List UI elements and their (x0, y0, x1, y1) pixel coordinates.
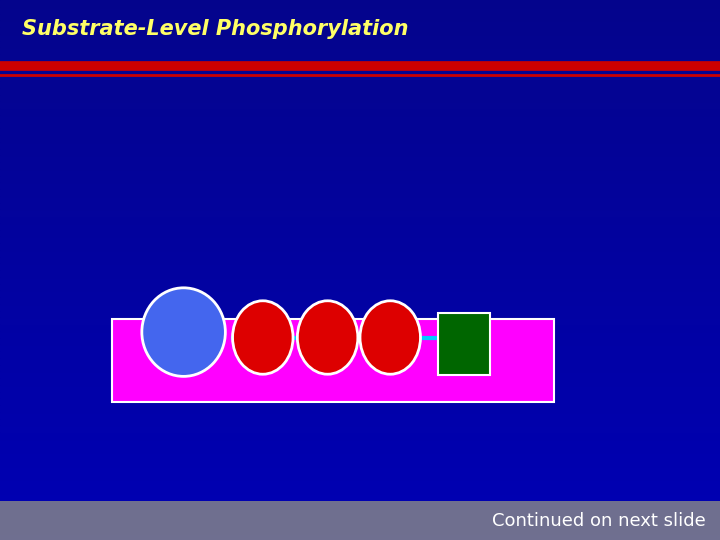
Bar (0, 486, 720, 492)
Bar (0, 183, 720, 189)
Bar (0, 270, 720, 276)
Bar (0, 453, 720, 459)
Bar (0, 500, 720, 507)
Bar (0, 216, 720, 222)
Bar (0, 513, 720, 519)
Bar (0, 40, 720, 47)
Bar (0, 338, 720, 345)
Bar (0, 317, 720, 324)
Text: Continued on next slide: Continued on next slide (492, 511, 706, 530)
Bar (0, 156, 720, 162)
Ellipse shape (360, 301, 420, 374)
Ellipse shape (297, 301, 358, 374)
Bar (0, 446, 720, 453)
Bar (0, 526, 720, 534)
Bar (0, 47, 720, 54)
Bar (0, 276, 720, 284)
Bar (0, 378, 720, 384)
Bar (0, 263, 720, 270)
Bar (0, 411, 720, 418)
Bar (0, 330, 720, 338)
Bar (0, 405, 720, 411)
Bar (0, 135, 720, 141)
Bar (0, 418, 720, 426)
Bar (0, 237, 720, 243)
Bar (0, 372, 720, 378)
Bar (0, 33, 720, 40)
Bar (0, 432, 720, 438)
Bar (0, 297, 720, 303)
Bar (0, 310, 720, 317)
Bar (0, 74, 720, 81)
Bar (0, 256, 720, 263)
Bar (438, 313, 490, 375)
Bar (0, 351, 720, 357)
Text: Substrate-Level Phosphorylation: Substrate-Level Phosphorylation (22, 19, 408, 39)
Bar (0, 27, 720, 33)
Bar (0, 102, 720, 108)
Bar (0, 472, 720, 480)
Bar (0, 68, 720, 74)
Bar (0, 222, 720, 230)
Bar (0, 507, 720, 513)
Bar (0, 426, 720, 432)
Bar (0, 384, 720, 391)
Bar (0, 87, 720, 94)
Bar (0, 54, 720, 60)
Bar (0, 81, 720, 87)
Bar (0, 465, 720, 472)
Bar (0, 176, 720, 183)
Bar (0, 357, 720, 364)
Bar (0, 459, 720, 465)
Ellipse shape (233, 301, 293, 374)
Bar (0, 6, 720, 14)
Bar (0, 168, 720, 176)
Ellipse shape (142, 288, 225, 376)
Bar (0, 60, 720, 68)
Bar (0, 115, 720, 122)
Bar (0, 284, 720, 291)
Bar (0, 243, 720, 249)
Bar (0, 202, 720, 209)
Bar (0, 148, 720, 156)
Bar (0, 303, 720, 310)
Bar (0, 345, 720, 351)
Bar (0, 438, 720, 445)
Bar (0, 122, 720, 128)
Bar (0, 480, 720, 486)
Bar (112, 319, 554, 402)
Bar (0, 162, 720, 168)
Bar (0, 501, 720, 540)
Bar (0, 94, 720, 102)
Bar (0, 519, 720, 526)
Bar (0, 364, 720, 372)
Bar (0, 392, 720, 399)
Bar (0, 324, 720, 330)
Bar (0, 249, 720, 256)
Bar (0, 128, 720, 135)
Bar (0, 141, 720, 149)
Bar (0, 534, 720, 540)
Bar (0, 492, 720, 500)
Bar (0, 230, 720, 237)
Bar (0, 20, 720, 27)
Bar (0, 291, 720, 297)
Bar (0, 14, 720, 20)
Bar (0, 195, 720, 202)
Bar (0, 209, 720, 216)
Bar (0, 108, 720, 115)
Bar (0, 189, 720, 195)
Bar (0, 0, 720, 6)
Bar (0, 399, 720, 405)
